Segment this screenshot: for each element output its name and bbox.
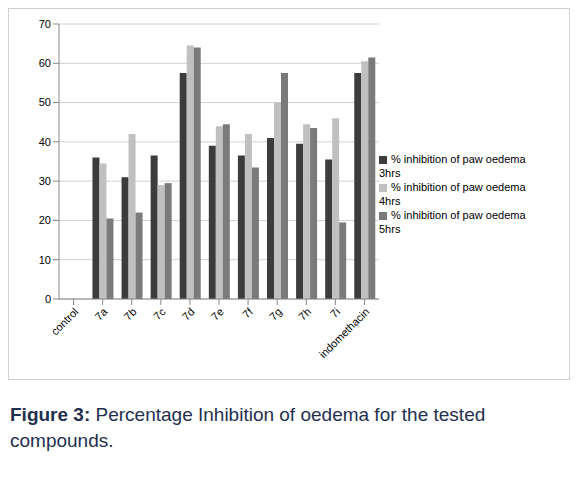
svg-text:7b: 7b xyxy=(122,305,139,322)
svg-text:10: 10 xyxy=(39,254,51,266)
svg-text:70: 70 xyxy=(39,18,51,30)
html-text:% inhibition of paw oedema 3hr: % inhibition of paw oedema 3hrs xyxy=(379,153,526,179)
svg-text:30: 30 xyxy=(39,175,51,187)
svg-text:7g: 7g xyxy=(267,305,284,322)
html-text:% inhibition of paw oedema 4hr: % inhibition of paw oedema 4hrs xyxy=(379,181,526,207)
svg-text:indomethacin: indomethacin xyxy=(317,305,372,360)
svg-text:0: 0 xyxy=(45,293,51,305)
html-text:% inhibition of paw oedema 5hr: % inhibition of paw oedema 5hrs xyxy=(379,209,526,235)
svg-text:control: control xyxy=(49,305,81,337)
svg-text:20: 20 xyxy=(39,214,51,226)
svg-text:7c: 7c xyxy=(151,305,168,322)
svg-text:50: 50 xyxy=(39,96,51,108)
svg-text:7h: 7h xyxy=(296,305,313,322)
svg-text:7i: 7i xyxy=(328,305,343,320)
html-text:Figure 3: Percentage Inhibitio: Figure 3: Percentage Inhibition of oedem… xyxy=(10,404,486,451)
svg-text:60: 60 xyxy=(39,57,51,69)
svg-text:7e: 7e xyxy=(209,305,226,322)
svg-text:7f: 7f xyxy=(240,305,256,321)
svg-text:40: 40 xyxy=(39,136,51,148)
svg-text:7d: 7d xyxy=(180,305,197,322)
svg-text:7a: 7a xyxy=(92,305,110,323)
